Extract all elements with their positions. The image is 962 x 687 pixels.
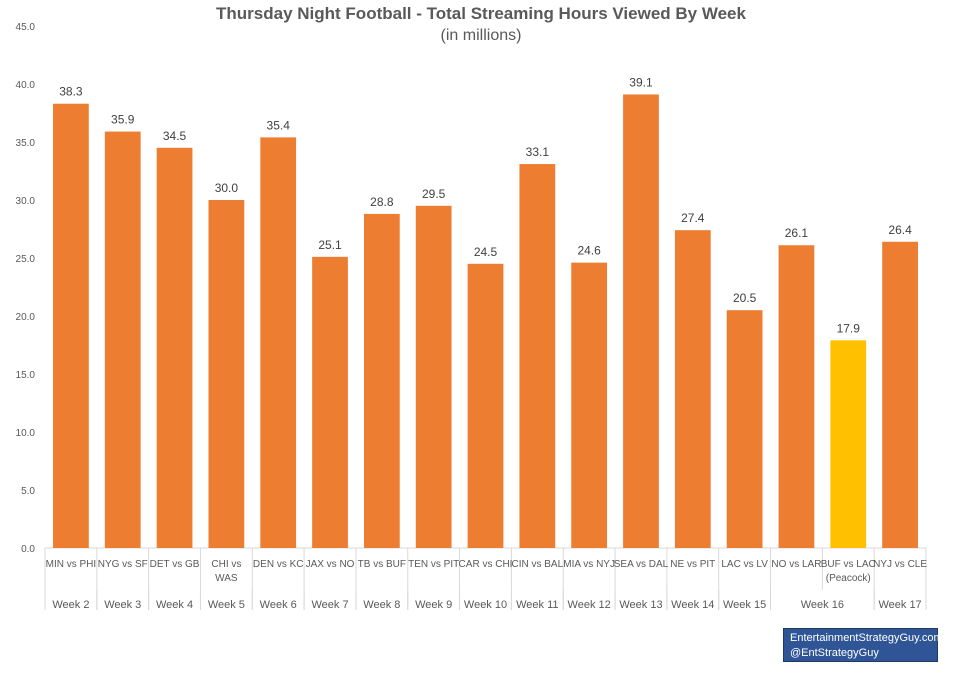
matchup-label: MIN vs PHI [46, 559, 97, 570]
bar [882, 241, 918, 548]
week-label: Week 9 [415, 599, 452, 611]
week-label: Week 12 [568, 599, 611, 611]
matchup-label: NYG vs SF [98, 559, 148, 570]
bar [571, 262, 608, 548]
bar [778, 245, 815, 549]
matchup-label: DET vs GB [150, 559, 200, 570]
bar-value-label: 20.5 [733, 291, 757, 305]
bar-value-label: 28.8 [370, 195, 394, 209]
week-label: Week 3 [104, 599, 141, 611]
matchup-label: LAC vs LV [721, 559, 768, 570]
matchup-label: SEA vs DAL [614, 559, 669, 570]
bar-value-label: 35.4 [267, 118, 291, 132]
week-label: Week 2 [52, 599, 89, 611]
matchup-label: WAS [215, 573, 238, 584]
bar-value-label: 26.1 [785, 226, 809, 240]
bar-value-label: 38.3 [59, 85, 83, 99]
credit-badge: EntertainmentStrategyGuy.com @EntStrateg… [783, 628, 943, 662]
week-label: Week 14 [671, 599, 714, 611]
y-tick-label: 20.0 [16, 312, 36, 323]
bar [53, 103, 89, 548]
bar-value-label: 26.4 [888, 223, 912, 237]
bar-value-label: 30.0 [215, 181, 239, 195]
matchup-label: NYJ vs CLE [873, 559, 927, 570]
matchup-label: MIA vs NYJ [563, 559, 615, 570]
bar [519, 164, 556, 549]
week-label: Week 11 [516, 599, 558, 611]
y-tick-label: 40.0 [16, 80, 36, 91]
y-tick-label: 10.0 [16, 428, 36, 439]
bar-value-label: 34.5 [163, 129, 187, 143]
matchup-label: CHI vs [211, 559, 241, 570]
matchup-label: NE vs PIT [670, 559, 715, 570]
bar [156, 147, 193, 549]
bar [260, 137, 297, 549]
matchup-label: TEN vs PIT [408, 559, 459, 570]
bar-value-label: 29.5 [422, 187, 446, 201]
y-tick-label: 5.0 [21, 486, 35, 497]
matchup-label: BUF vs LAC [821, 559, 876, 570]
matchup-label: DEN vs KC [253, 559, 304, 570]
bar [830, 340, 867, 548]
bar-value-label: 35.9 [111, 113, 135, 127]
bar [623, 94, 659, 548]
bar [363, 213, 400, 549]
week-label: Week 16 [801, 599, 844, 611]
matchup-label: CAR vs CHI [459, 559, 513, 570]
bar [415, 205, 452, 549]
week-label: Week 7 [311, 599, 348, 611]
matchup-label: JAX vs NO [306, 559, 355, 570]
week-label: Week 6 [260, 599, 297, 611]
bar [104, 131, 141, 548]
bar-value-label: 27.4 [681, 211, 705, 225]
y-tick-label: 30.0 [16, 196, 36, 207]
y-tick-label: 45.0 [16, 22, 36, 33]
bar-value-label: 39.1 [629, 75, 653, 89]
y-tick-label: 35.0 [16, 138, 36, 149]
bar [674, 230, 711, 548]
bar [208, 200, 245, 548]
matchup-label: (Peacock) [826, 573, 871, 584]
chart-title: Thursday Night Football - Total Streamin… [216, 4, 746, 23]
matchup-label: CIN vs BAL [511, 559, 563, 570]
y-tick-label: 0.0 [21, 544, 35, 555]
week-label: Week 10 [464, 599, 507, 611]
y-tick-label: 25.0 [16, 254, 36, 265]
matchup-label: NO vs LAR [771, 559, 821, 570]
bar [312, 256, 348, 548]
bar-value-label: 17.9 [837, 321, 861, 335]
bar-value-label: 24.6 [577, 244, 601, 258]
week-label: Week 4 [156, 599, 193, 611]
week-label: Week 13 [619, 599, 662, 611]
week-label: Week 17 [878, 599, 921, 611]
bar [467, 263, 504, 548]
bar-value-label: 25.1 [318, 238, 342, 252]
week-label: Week 5 [208, 599, 245, 611]
credit-website: EntertainmentStrategyGuy.com [790, 632, 943, 644]
week-label: Week 15 [723, 599, 766, 611]
y-tick-label: 15.0 [16, 370, 36, 381]
credit-handle: @EntStrategyGuy [790, 647, 879, 659]
week-label: Week 8 [363, 599, 400, 611]
chart-subtitle: (in millions) [440, 27, 522, 44]
bar-value-label: 33.1 [526, 145, 550, 159]
bar-value-label: 24.5 [474, 245, 498, 259]
bar [726, 310, 763, 548]
matchup-label: TB vs BUF [358, 559, 406, 570]
